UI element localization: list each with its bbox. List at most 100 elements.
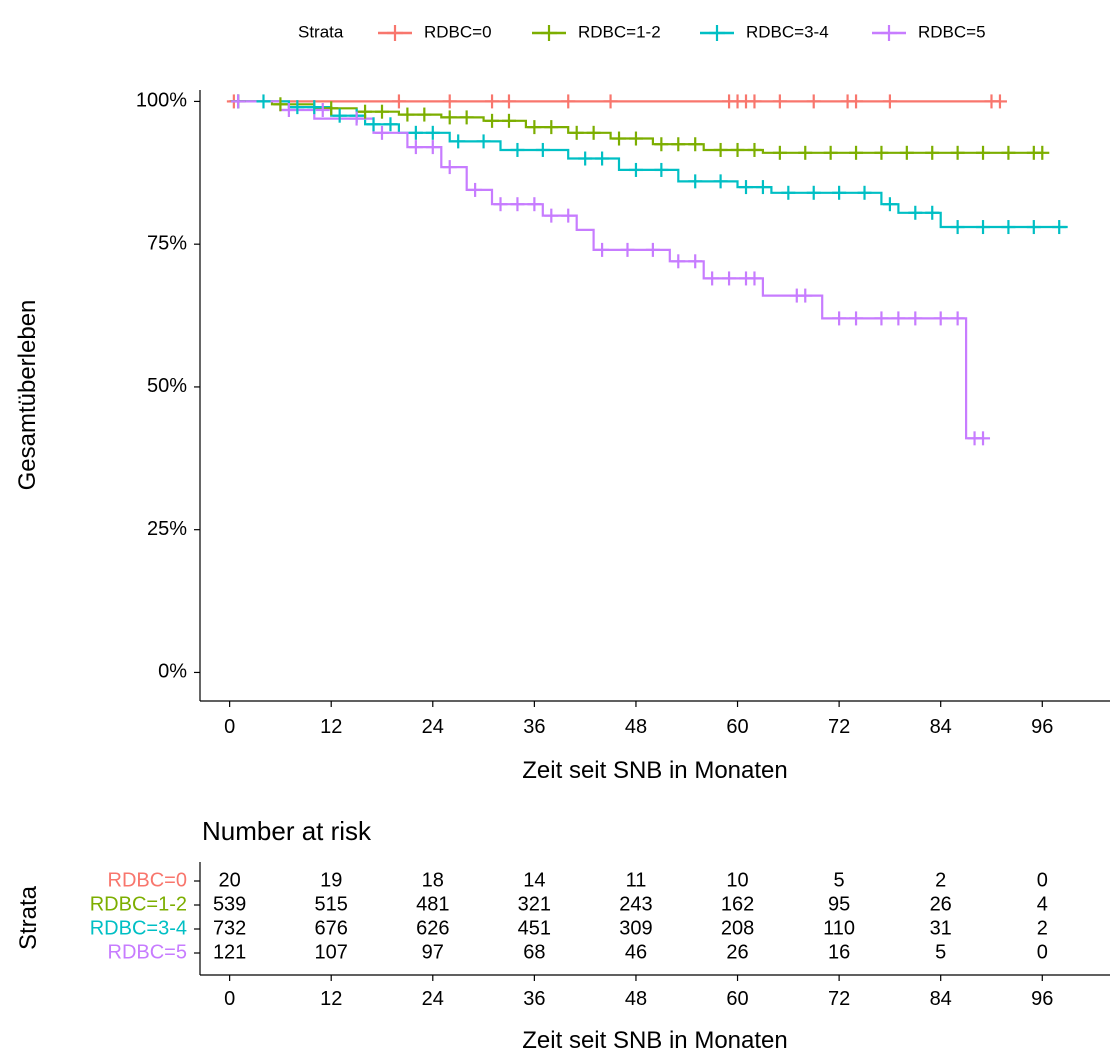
censor-0-12 bbox=[772, 94, 787, 109]
censor-2-14 bbox=[578, 151, 593, 166]
risk-cell: 11 bbox=[626, 869, 647, 891]
risk-cell: 95 bbox=[828, 893, 850, 915]
risk-x-tick-label: 84 bbox=[930, 988, 952, 1010]
censor-3-11 bbox=[527, 197, 542, 212]
risk-table: Number at risk Strata RDBC=0 20 19 18 14 11 10… bbox=[15, 816, 1110, 1054]
censor-3-29 bbox=[908, 311, 923, 326]
censor-3-10 bbox=[510, 197, 525, 212]
x-tick-label: 84 bbox=[930, 716, 952, 738]
legend: Strata RDBC=0 RDBC=1-2 RDBC=3-4 RDBC=5 bbox=[298, 22, 986, 41]
risk-cell: 0 bbox=[1037, 869, 1048, 891]
censor-0-2 bbox=[391, 94, 406, 109]
censor-2-4 bbox=[332, 108, 347, 123]
censor-3-1 bbox=[281, 102, 296, 117]
censor-3-0 bbox=[231, 94, 246, 109]
censor-1-17 bbox=[654, 137, 669, 152]
censor-1-7 bbox=[442, 110, 457, 125]
risk-cell: 676 bbox=[315, 917, 348, 939]
risk-cell: 515 bbox=[315, 893, 348, 915]
risk-x-tick-label: 96 bbox=[1031, 988, 1053, 1010]
risk-cell: 110 bbox=[823, 917, 855, 939]
censor-2-11 bbox=[476, 134, 491, 149]
censor-2-3 bbox=[307, 100, 322, 115]
risk-cell: 2 bbox=[935, 869, 946, 891]
censor-1-25 bbox=[823, 145, 838, 160]
censor-3-12 bbox=[544, 208, 559, 223]
risk-cell: 539 bbox=[213, 893, 246, 915]
censor-3-31 bbox=[950, 311, 965, 326]
censor-2-13 bbox=[535, 142, 550, 157]
x-tick-label: 24 bbox=[422, 716, 444, 738]
censor-0-13 bbox=[806, 94, 821, 109]
censor-1-3 bbox=[358, 104, 373, 119]
risk-table-ylabel: Strata bbox=[15, 885, 42, 950]
censor-2-25 bbox=[857, 185, 872, 200]
risk-cell: 5 bbox=[935, 941, 946, 963]
censor-1-2 bbox=[324, 101, 339, 116]
censor-1-11 bbox=[527, 120, 542, 135]
censor-3-2 bbox=[315, 102, 330, 117]
censor-1-12 bbox=[544, 120, 559, 135]
risk-x-tick-label: 60 bbox=[726, 988, 748, 1010]
risk-row-label: RDBC=5 bbox=[108, 941, 187, 963]
censor-1-18 bbox=[671, 137, 686, 152]
censor-0-15 bbox=[849, 94, 864, 109]
risk-cell: 26 bbox=[930, 893, 952, 915]
y-tick-label: 50% bbox=[147, 375, 187, 397]
censor-3-6 bbox=[425, 140, 440, 155]
censor-0-4 bbox=[485, 94, 500, 109]
censor-2-8 bbox=[408, 125, 423, 140]
legend-marker-0 bbox=[387, 25, 403, 41]
censor-2-27 bbox=[908, 205, 923, 220]
censor-0-3 bbox=[442, 94, 457, 109]
censor-1-1 bbox=[273, 97, 288, 112]
censor-1-21 bbox=[730, 142, 745, 157]
censor-2-22 bbox=[781, 185, 796, 200]
censor-3-3 bbox=[349, 111, 364, 126]
censor-1-19 bbox=[688, 137, 703, 152]
y-tick-label: 0% bbox=[158, 661, 187, 683]
censor-3-13 bbox=[561, 208, 576, 223]
censor-2-31 bbox=[1001, 220, 1016, 235]
censor-1-14 bbox=[586, 125, 601, 140]
risk-x-tick-label: 0 bbox=[224, 988, 235, 1010]
censor-1-8 bbox=[459, 110, 474, 125]
censor-3-33 bbox=[976, 431, 991, 446]
risk-x-tick-label: 36 bbox=[523, 988, 545, 1010]
x-tick-label: 12 bbox=[320, 716, 342, 738]
censor-2-26 bbox=[882, 197, 897, 212]
risk-cell: 31 bbox=[930, 917, 952, 939]
risk-cell: 451 bbox=[518, 917, 551, 939]
risk-cell: 208 bbox=[721, 917, 754, 939]
censor-3-28 bbox=[891, 311, 906, 326]
censor-1-6 bbox=[417, 107, 432, 122]
risk-cell: 121 bbox=[213, 941, 246, 963]
legend-label-0: RDBC=0 bbox=[424, 22, 492, 41]
y-tick-label: 100% bbox=[136, 90, 187, 112]
censor-1-9 bbox=[485, 113, 500, 128]
censor-1-20 bbox=[713, 142, 728, 157]
x-tick-label: 96 bbox=[1031, 716, 1053, 738]
y-axis-label: Gesamtüberleben bbox=[14, 300, 41, 491]
censor-2-23 bbox=[806, 185, 821, 200]
censor-3-8 bbox=[468, 182, 483, 197]
risk-cell: 19 bbox=[320, 869, 342, 891]
censor-3-20 bbox=[722, 271, 737, 286]
risk-cell: 309 bbox=[619, 917, 652, 939]
risk-cell: 26 bbox=[726, 941, 748, 963]
risk-cell: 14 bbox=[523, 869, 545, 891]
risk-cell: 107 bbox=[315, 941, 348, 963]
censor-3-5 bbox=[408, 140, 423, 155]
curve-RDBC=3-4 bbox=[229, 100, 1068, 229]
censor-2-6 bbox=[366, 117, 381, 132]
censor-3-30 bbox=[933, 311, 948, 326]
censor-3-15 bbox=[620, 242, 635, 257]
censor-3-27 bbox=[874, 311, 889, 326]
censor-2-16 bbox=[628, 162, 643, 177]
legend-marker-1 bbox=[541, 25, 557, 41]
risk-cell: 162 bbox=[721, 893, 754, 915]
censor-3-7 bbox=[442, 160, 457, 175]
risk-cell: 481 bbox=[416, 893, 449, 915]
censor-1-23 bbox=[772, 145, 787, 160]
legend-label-2: RDBC=3-4 bbox=[746, 22, 829, 41]
